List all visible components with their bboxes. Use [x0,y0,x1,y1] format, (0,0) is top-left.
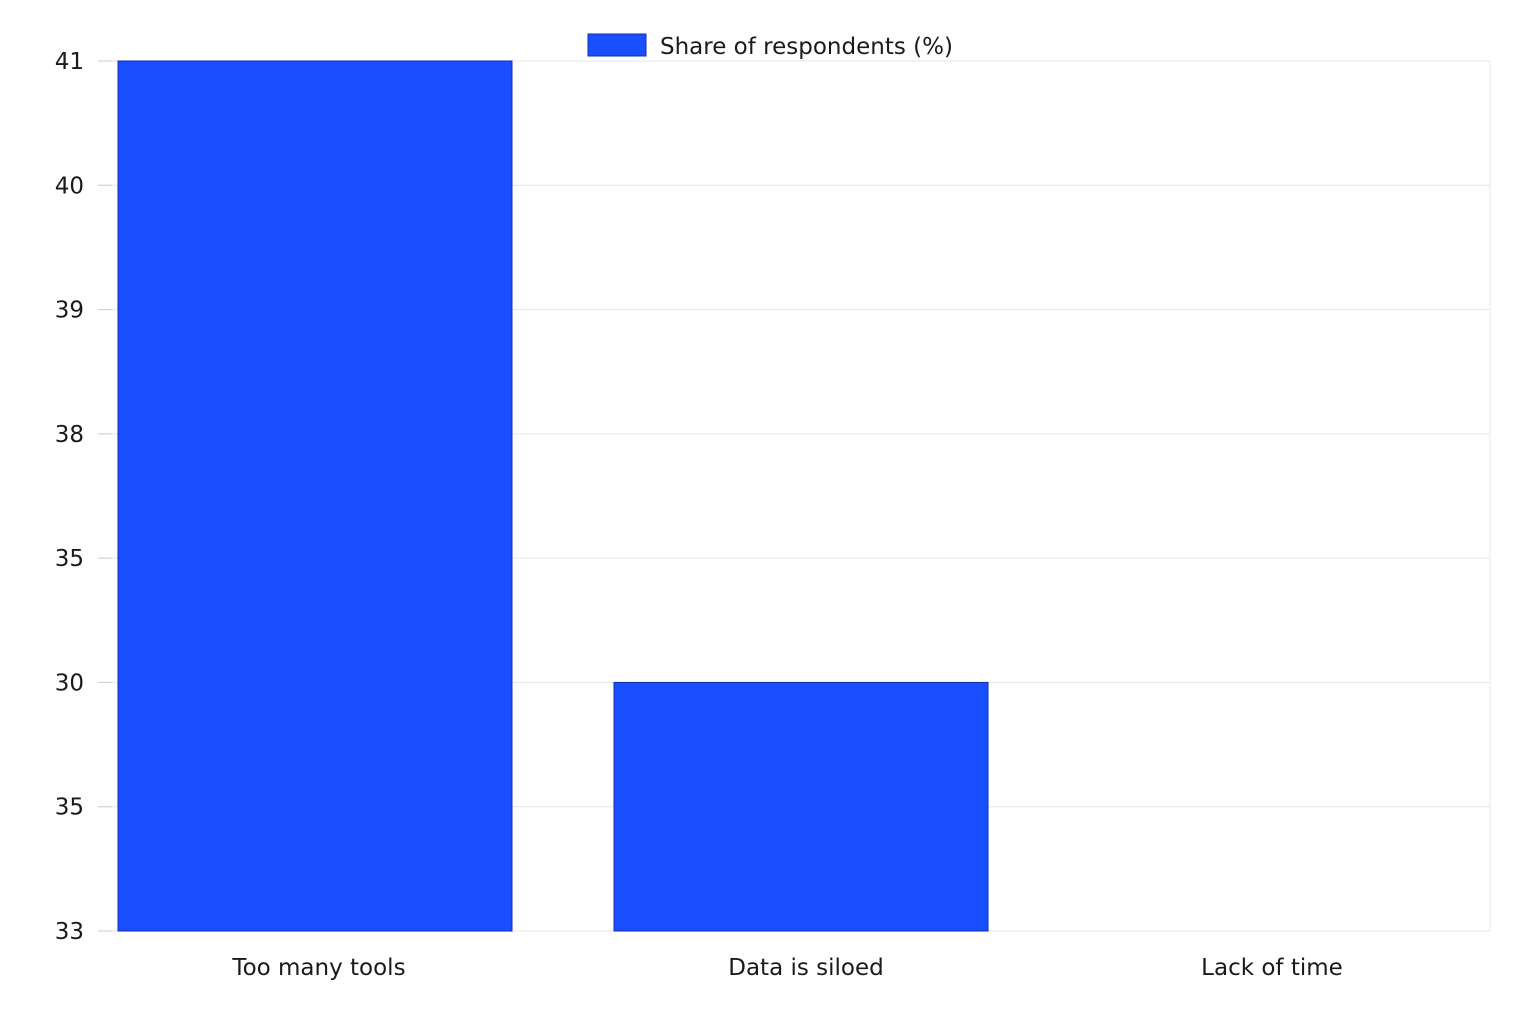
x-category-label: Lack of time [1201,955,1343,981]
y-tick-label: 40 [55,173,84,199]
y-axis: 41 40 39 38 35 30 35 33 [55,49,112,945]
x-category-label: Too many tools [231,955,405,981]
y-tick-label: 33 [55,919,84,945]
bars [117,60,989,932]
legend-label: Share of respondents (%) [660,34,953,60]
y-tick-label: 38 [55,422,84,448]
y-tick-label: 35 [55,546,84,572]
bar-data-is-siloed [613,681,989,932]
bar-too-many-tools [117,60,513,932]
y-tick-label: 30 [55,670,84,696]
y-tick-label: 41 [55,49,84,75]
x-axis: Too many tools Data is siloed Lack of time [231,955,1342,981]
x-category-label: Data is siloed [728,955,884,981]
legend-swatch [587,33,647,57]
y-tick-label: 35 [55,795,84,821]
y-tick-label: 39 [55,298,84,324]
legend: Share of respondents (%) [587,33,953,60]
